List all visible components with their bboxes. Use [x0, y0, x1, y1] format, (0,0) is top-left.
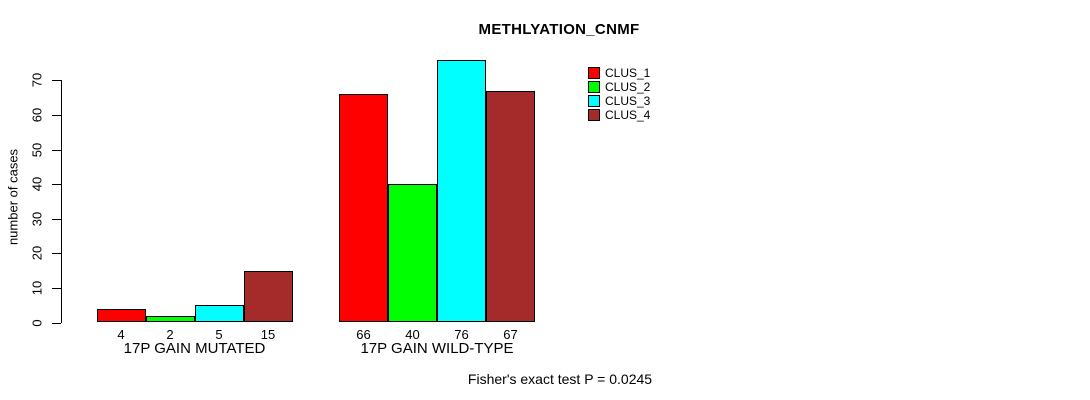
y-tick-label: 30: [29, 211, 45, 226]
group-label-2: 17P GAIN WILD-TYPE: [360, 340, 514, 357]
bar-clus_1-group1: [96, 308, 146, 323]
bar-clus_1-group2: [339, 94, 388, 323]
bar-value-label: 66: [356, 327, 371, 342]
y-tick-mark: [52, 80, 61, 82]
y-tick-label: 60: [29, 107, 45, 123]
y-tick-mark: [52, 114, 61, 116]
bar-value-label: 40: [405, 327, 420, 342]
group-label-1: 17P GAIN MUTATED: [123, 340, 266, 357]
y-tick-label: 40: [29, 176, 45, 192]
y-tick-label: 50: [29, 142, 45, 157]
bar-clus_4-group1: [243, 270, 293, 323]
y-tick-mark: [52, 184, 61, 186]
bar-clus_2-group1: [145, 315, 195, 323]
bar-clus_4-group2: [486, 90, 535, 323]
legend-item-clus_1: CLUS_1: [588, 66, 650, 79]
bar-value-label: 15: [260, 327, 276, 342]
fisher-test-annotation: Fisher's exact test P = 0.0245: [467, 371, 653, 387]
y-axis-label: number of cases: [5, 148, 21, 246]
legend-swatch-icon: [588, 95, 600, 108]
bar-value-label: 76: [454, 327, 469, 342]
legend-item-clus_4: CLUS_4: [588, 109, 650, 122]
legend-label: CLUS_4: [605, 108, 651, 123]
legend-item-clus_2: CLUS_2: [588, 80, 650, 93]
y-tick-label: 10: [29, 280, 45, 296]
legend-swatch-icon: [588, 66, 600, 79]
bar-value-label: 5: [215, 327, 223, 342]
bar-value-label: 2: [166, 327, 174, 342]
y-tick-label: 20: [29, 246, 45, 261]
y-axis-line: [61, 80, 62, 323]
legend-label: CLUS_3: [605, 94, 651, 109]
y-tick-mark: [52, 218, 61, 220]
y-tick-mark: [52, 149, 61, 151]
y-tick-mark: [52, 253, 61, 255]
y-tick-mark: [52, 322, 61, 324]
bar-value-label: 4: [117, 327, 125, 342]
legend-swatch-icon: [588, 109, 600, 122]
legend-label: CLUS_2: [605, 79, 651, 94]
bar-clus_2-group2: [388, 184, 437, 323]
chart-title: METHLYATION_CNMF: [478, 21, 640, 38]
y-tick-label: 0: [29, 318, 45, 327]
bar-clus_3-group1: [194, 305, 244, 323]
legend-item-clus_3: CLUS_3: [588, 95, 650, 108]
legend-label: CLUS_1: [605, 65, 651, 80]
bar-clus_3-group2: [437, 59, 486, 323]
y-tick-label: 70: [29, 73, 45, 88]
bar-value-label: 67: [503, 327, 518, 342]
y-tick-mark: [52, 287, 61, 289]
legend-swatch-icon: [588, 80, 600, 93]
